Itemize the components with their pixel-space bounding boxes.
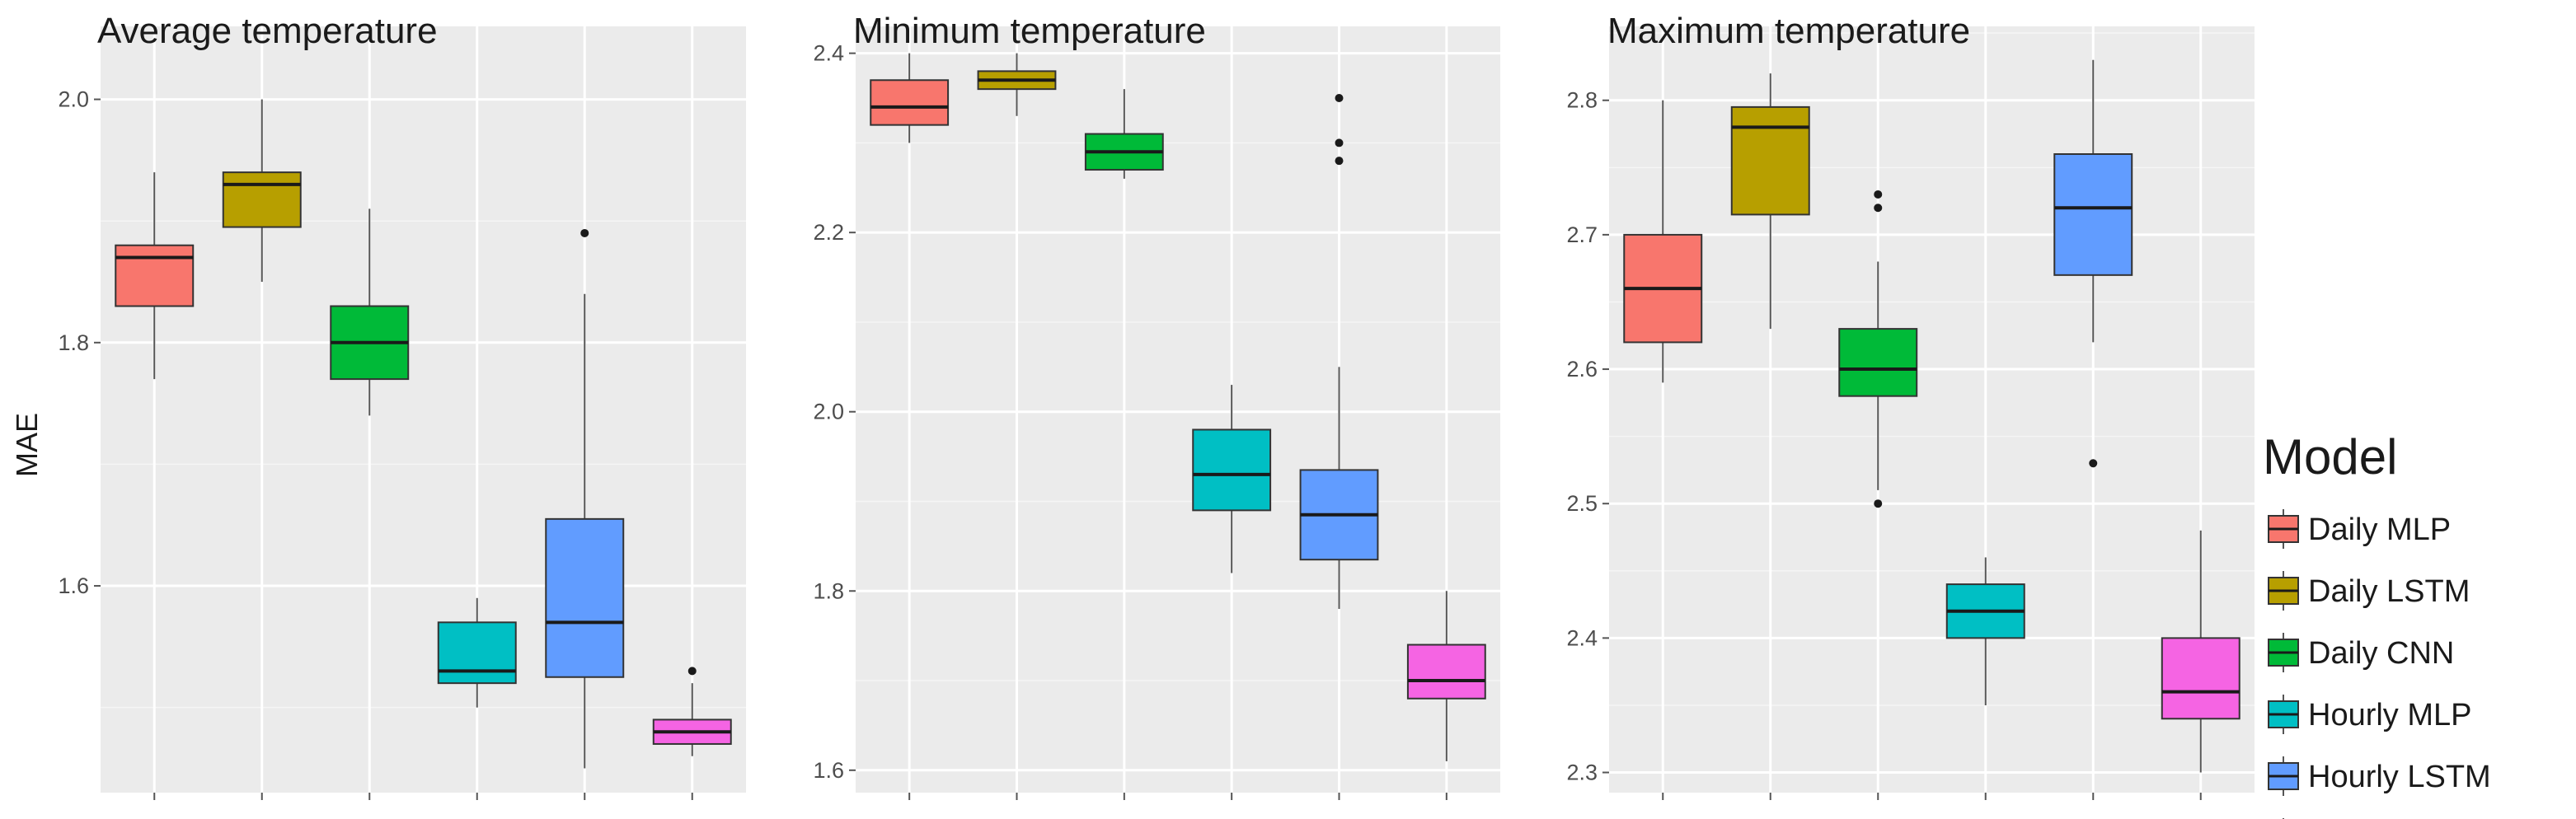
legend-label: Hourly MLP (2308, 698, 2472, 732)
legend-title: Model (2263, 429, 2397, 484)
panel-title: Minimum temperature (853, 11, 1206, 51)
legend: Model Daily MLP Daily LSTM Daily CNN Hourly… (2263, 429, 2491, 819)
panel-3: 2.3 2.4 2.5 2.6 2.7 2.8 Maximum temperature (1566, 11, 2255, 800)
y-tick-label: 2.0 (58, 87, 89, 112)
panel-background (1609, 26, 2255, 793)
y-tick-label: 2.3 (1566, 760, 1598, 785)
box-hourly-mlp (1945, 557, 2025, 705)
box-daily-cnn (1084, 89, 1164, 179)
box-daily-mlp (115, 172, 195, 380)
y-tick-label: 2.5 (1566, 491, 1598, 516)
box-body (2053, 153, 2133, 276)
y-tick-label: 2.4 (813, 41, 844, 66)
outlier-point (1335, 138, 1344, 147)
box-body (1730, 105, 1810, 216)
panel-1: 1.6 1.8 2.0 Average temperature (58, 11, 746, 800)
legend-label: Daily LSTM (2308, 574, 2470, 609)
box-daily-cnn (1838, 190, 1918, 508)
y-tick-label: 2.2 (813, 220, 844, 245)
panel-title: Average temperature (97, 11, 438, 51)
box-daily-lstm (222, 99, 302, 282)
y-tick-label: 2.8 (1566, 88, 1598, 113)
legend-label: Daily MLP (2308, 512, 2451, 547)
y-tick-label: 2.6 (1566, 357, 1598, 381)
box-hourly-lstm (2053, 59, 2133, 468)
box-body (437, 621, 517, 685)
outlier-point (1874, 204, 1883, 213)
box-body (1192, 428, 1272, 512)
box-daily-lstm (1730, 73, 1810, 330)
y-axis-label: MAE (10, 413, 44, 477)
legend-label: Hourly LSTM (2308, 760, 2491, 794)
box-body (222, 171, 302, 228)
legend-item: Daily CNN (2268, 633, 2454, 672)
panel-background (856, 26, 1500, 793)
box-daily-mlp (1623, 100, 1703, 383)
box-body (545, 517, 625, 678)
y-tick-label: 1.8 (813, 578, 844, 603)
box-hourly-cnn (2161, 530, 2241, 773)
y-tick-label: 1.6 (813, 758, 844, 783)
legend-item: Hourly MLP (2268, 695, 2472, 734)
box-body (870, 79, 950, 126)
outlier-point (2089, 459, 2098, 468)
y-tick-label: 2.0 (813, 400, 844, 424)
outlier-point (1874, 499, 1883, 508)
box-body (1406, 644, 1486, 700)
outlier-point (687, 667, 697, 676)
outlier-point (1874, 190, 1883, 199)
box-hourly-lstm (1299, 94, 1379, 610)
legend-item: Daily LSTM (2268, 571, 2470, 611)
box-daily-mlp (870, 53, 950, 143)
legend-item: Daily MLP (2268, 509, 2451, 549)
box-daily-lstm (977, 53, 1057, 116)
box-hourly-mlp (437, 597, 517, 708)
outlier-point (1335, 94, 1344, 103)
y-tick-label: 1.6 (58, 573, 89, 598)
box-body (1838, 328, 1918, 397)
legend-item: Hourly LSTM (2268, 756, 2491, 796)
panel-title: Maximum temperature (1607, 11, 1970, 51)
box-hourly-cnn (652, 667, 732, 756)
outlier-point (580, 228, 589, 237)
y-tick-label: 2.4 (1566, 625, 1598, 650)
box-hourly-mlp (1192, 385, 1272, 573)
y-tick-label: 1.8 (58, 330, 89, 355)
panel-2: 1.6 1.8 2.0 2.2 2.4 Minimum temperature (813, 11, 1500, 800)
legend-label: Daily CNN (2308, 636, 2454, 671)
box-daily-cnn (330, 208, 410, 416)
box-hourly-cnn (1406, 591, 1486, 761)
box-body (115, 244, 195, 307)
y-tick-label: 2.7 (1566, 222, 1598, 247)
box-hourly-lstm (545, 228, 625, 769)
outlier-point (1335, 157, 1344, 166)
panel-background (101, 26, 746, 793)
box-body (2161, 637, 2241, 720)
